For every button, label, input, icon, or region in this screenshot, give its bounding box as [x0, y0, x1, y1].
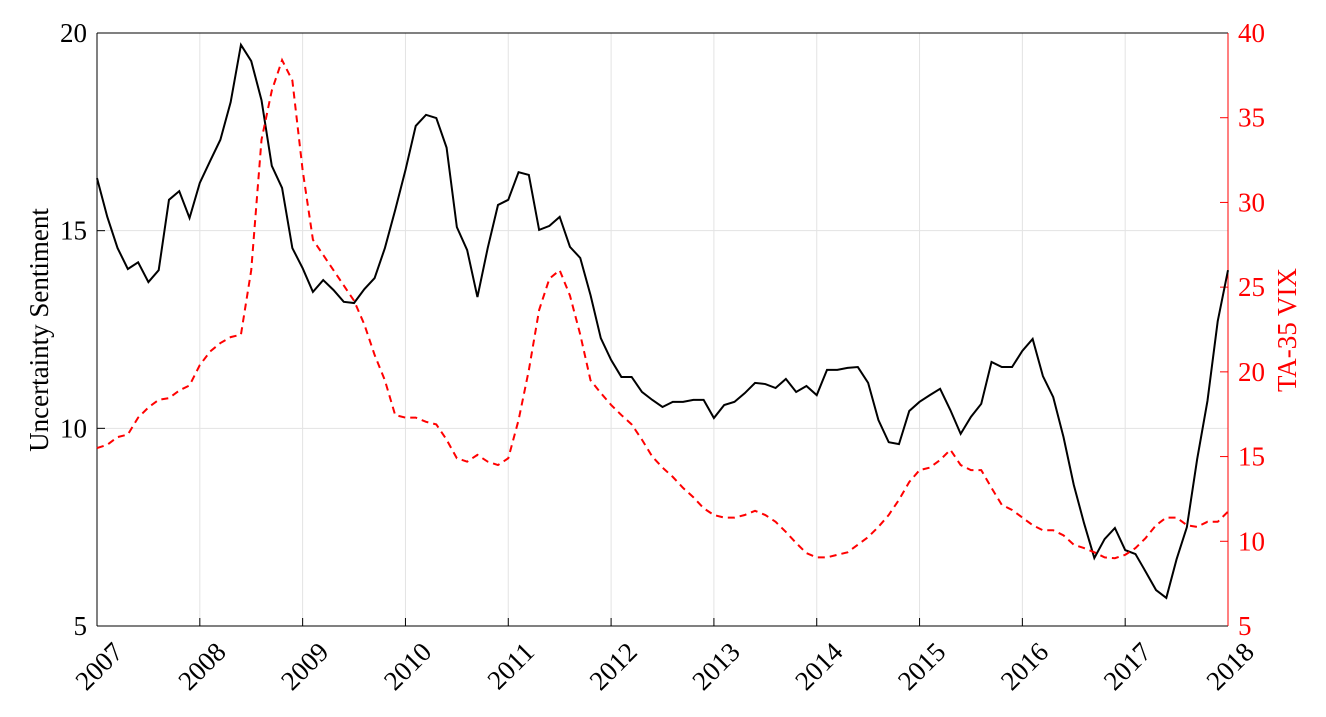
x-tick-label: 2013: [686, 637, 745, 696]
y2-tick-label: 15: [1238, 442, 1265, 472]
y2-tick-label: 10: [1238, 526, 1265, 556]
x-tick-label: 2014: [789, 636, 849, 696]
x-tick-label: 2015: [892, 637, 951, 696]
y2-tick-label: 25: [1238, 272, 1265, 302]
y2-tick-label: 35: [1238, 103, 1265, 133]
y-tick-label: 15: [60, 216, 87, 246]
x-tick-label: 2011: [481, 637, 540, 696]
y-tick-label: 10: [60, 413, 87, 443]
x-tick-label: 2016: [995, 637, 1054, 696]
y-axis-label: Uncertainty Sentiment: [24, 208, 54, 452]
y2-tick-label: 40: [1238, 18, 1265, 48]
y-tick-label: 5: [74, 611, 88, 641]
y2-axis-label: TA-35 VIX: [1272, 267, 1302, 392]
x-tick-label: 2018: [1200, 637, 1259, 696]
y2-tick-label: 5: [1238, 611, 1252, 641]
x-tick-label: 2010: [378, 637, 437, 696]
data-line: [96, 42, 1229, 600]
y-tick-label: 20: [60, 18, 87, 48]
x-tick-label: 2008: [172, 637, 231, 696]
data-line: [96, 57, 1229, 560]
x-tick-label: 2009: [275, 637, 334, 696]
y2-tick-label: 20: [1238, 357, 1265, 387]
x-tick-label: 2017: [1098, 637, 1157, 696]
x-tick-label: 2007: [69, 637, 128, 696]
x-tick-label: 2012: [584, 637, 643, 696]
y2-tick-label: 30: [1238, 187, 1265, 217]
